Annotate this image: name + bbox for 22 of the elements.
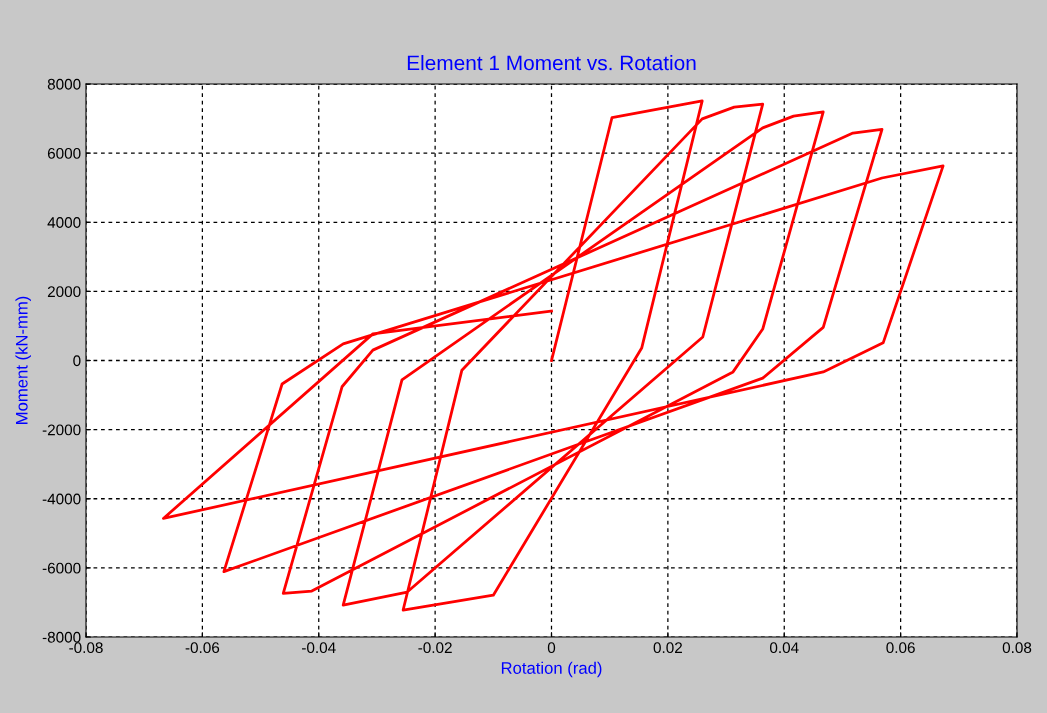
y-tick-label: -4000 [42, 493, 81, 505]
y-tick-label: -8000 [42, 631, 81, 643]
y-tick-label: 8000 [47, 78, 81, 90]
chart-title: Element 1 Moment vs. Rotation [407, 55, 696, 71]
x-tick-label: 0.04 [769, 642, 799, 654]
y-tick-label: 0 [73, 355, 81, 367]
y-axis-title: Moment (kN-mm) [15, 296, 31, 424]
line-series [162, 99, 945, 612]
x-tick-label: -0.02 [418, 642, 452, 654]
y-tick-label: -2000 [42, 424, 81, 436]
x-tick-label: 0.08 [1002, 642, 1032, 654]
x-tick-label: -0.04 [302, 642, 336, 654]
y-tick-label: 2000 [47, 286, 81, 298]
y-tick-label: -6000 [42, 562, 81, 574]
y-tick-label: 6000 [47, 147, 81, 159]
y-tick-label: 4000 [47, 217, 81, 228]
x-tick-label: 0 [547, 642, 556, 654]
x-tick-label: -0.08 [69, 642, 103, 654]
x-tick-label: -0.06 [185, 642, 220, 654]
x-tick-label: 0.02 [653, 642, 682, 654]
x-axis-title: Rotation (rad) [501, 661, 602, 678]
x-tick-label: 0.06 [886, 642, 915, 654]
